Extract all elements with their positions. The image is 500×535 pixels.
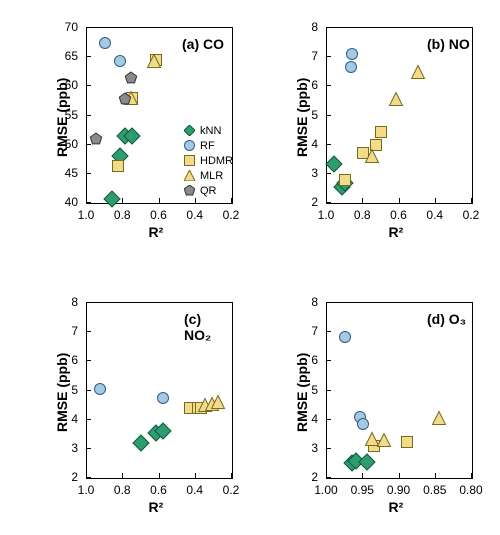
xtick: 0.6 — [150, 483, 167, 497]
xtick: 0.95 — [351, 483, 374, 497]
xtick: 0.8 — [354, 208, 371, 222]
xtick: 1.0 — [78, 208, 95, 222]
marker-hdmr — [112, 160, 124, 172]
marker-qr — [119, 93, 131, 105]
marker-mlr — [389, 93, 402, 106]
ylabel: RMSE (ppb) — [54, 352, 70, 431]
panel-title-d: (d) O₃ — [427, 311, 466, 327]
plot-area-a: (a) CO kNN RF HDMR MLR QR — [86, 27, 233, 204]
legend-label: MLR — [200, 170, 223, 182]
xtick: 0.2 — [223, 483, 240, 497]
marker-rf — [346, 48, 358, 60]
marker-rf — [339, 331, 351, 343]
marker-mlr — [148, 55, 161, 68]
xtick: 0.8 — [114, 208, 131, 222]
xtick: 1.00 — [314, 483, 337, 497]
xtick: 1.0 — [78, 483, 95, 497]
marker-mlr — [377, 434, 390, 447]
panel-title-a: (a) CO — [182, 36, 224, 52]
legend-item-rf: RF — [184, 138, 233, 153]
ylabel: RMSE (ppb) — [294, 77, 310, 156]
panel-title-b: (b) NO — [427, 36, 470, 52]
xtick: 0.4 — [426, 208, 443, 222]
plot-area-b: (b) NO — [326, 27, 473, 204]
legend-label: QR — [200, 185, 217, 197]
legend-item-hdmr: HDMR — [184, 153, 233, 168]
xtick: 0.2 — [463, 208, 480, 222]
ylabel: RMSE (ppb) — [294, 352, 310, 431]
panel-d: (d) O₃23456781.000.950.900.850.80RMSE (p… — [278, 290, 473, 535]
marker-knn — [104, 191, 120, 207]
plot-area-d: (d) O₃ — [326, 302, 473, 479]
marker-knn — [124, 128, 140, 144]
marker-mlr — [433, 412, 446, 425]
xtick: 0.80 — [459, 483, 482, 497]
legend: kNN RF HDMR MLR QR — [184, 123, 233, 198]
marker-mlr — [211, 396, 224, 409]
marker-rf — [94, 383, 106, 395]
marker-hdmr — [401, 436, 413, 448]
xlabel: R² — [389, 499, 404, 515]
panel-a: (a) COkNNRFHDMRMLRQR404550556065701.00.8… — [38, 15, 233, 260]
xlabel: R² — [149, 224, 164, 240]
xtick: 0.90 — [387, 483, 410, 497]
xtick: 0.4 — [186, 208, 203, 222]
marker-qr — [125, 72, 137, 84]
xtick: 0.6 — [150, 208, 167, 222]
marker-rf — [114, 55, 126, 67]
marker-rf — [99, 37, 111, 49]
xlabel: R² — [149, 499, 164, 515]
legend-item-knn: kNN — [184, 123, 233, 138]
marker-knn — [326, 156, 342, 172]
legend-label: RF — [200, 140, 215, 152]
panel-title-c: (c) NO₂ — [184, 311, 232, 343]
marker-qr — [90, 133, 102, 145]
panel-c: (c) NO₂23456781.00.80.60.40.2RMSE (ppb)R… — [38, 290, 233, 535]
xtick: 0.6 — [390, 208, 407, 222]
panel-b: (b) NO23456781.00.80.60.40.2RMSE (ppb)R² — [278, 15, 473, 260]
marker-rf — [157, 392, 169, 404]
marker-hdmr — [339, 174, 351, 186]
legend-item-mlr: MLR — [184, 168, 233, 183]
legend-label: HDMR — [200, 155, 233, 167]
marker-rf — [345, 61, 357, 73]
marker-mlr — [411, 65, 424, 78]
marker-hdmr — [375, 126, 387, 138]
marker-knn — [359, 454, 375, 470]
xtick: 1.0 — [318, 208, 335, 222]
marker-mlr — [366, 150, 379, 163]
xtick: 0.85 — [423, 483, 446, 497]
xtick: 0.4 — [186, 483, 203, 497]
marker-knn — [155, 423, 171, 439]
xlabel: R² — [389, 224, 404, 240]
legend-label: kNN — [200, 125, 221, 137]
xtick: 0.8 — [114, 483, 131, 497]
marker-rf — [357, 418, 369, 430]
plot-area-c: (c) NO₂ — [86, 302, 233, 479]
legend-item-qr: QR — [184, 183, 233, 198]
xtick: 0.2 — [223, 208, 240, 222]
ylabel: RMSE (ppb) — [54, 77, 70, 156]
